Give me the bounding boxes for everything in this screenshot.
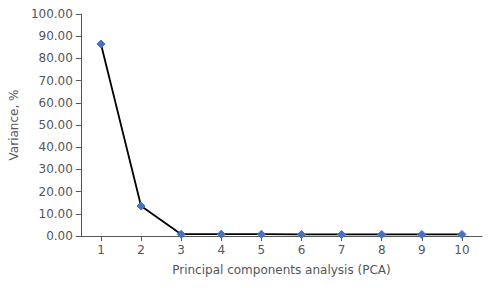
svg-text:70.00: 70.00	[39, 74, 73, 88]
svg-text:100.00: 100.00	[31, 7, 73, 21]
svg-text:7: 7	[338, 243, 346, 257]
svg-text:Variance, %: Variance, %	[7, 90, 21, 161]
svg-text:6: 6	[298, 243, 306, 257]
svg-text:1: 1	[97, 243, 105, 257]
svg-text:5: 5	[258, 243, 266, 257]
svg-text:10: 10	[454, 243, 469, 257]
svg-text:0.00: 0.00	[46, 229, 73, 243]
svg-text:2: 2	[137, 243, 145, 257]
svg-text:8: 8	[378, 243, 386, 257]
svg-text:80.00: 80.00	[39, 51, 73, 65]
svg-text:20.00: 20.00	[39, 185, 73, 199]
svg-text:40.00: 40.00	[39, 140, 73, 154]
svg-text:50.00: 50.00	[39, 118, 73, 132]
svg-text:3: 3	[177, 243, 185, 257]
svg-text:9: 9	[418, 243, 426, 257]
svg-text:Principal components analysis: Principal components analysis (PCA)	[172, 263, 391, 277]
svg-text:30.00: 30.00	[39, 162, 73, 176]
svg-text:60.00: 60.00	[39, 96, 73, 110]
svg-text:90.00: 90.00	[39, 29, 73, 43]
svg-text:10.00: 10.00	[39, 207, 73, 221]
svg-text:4: 4	[217, 243, 225, 257]
